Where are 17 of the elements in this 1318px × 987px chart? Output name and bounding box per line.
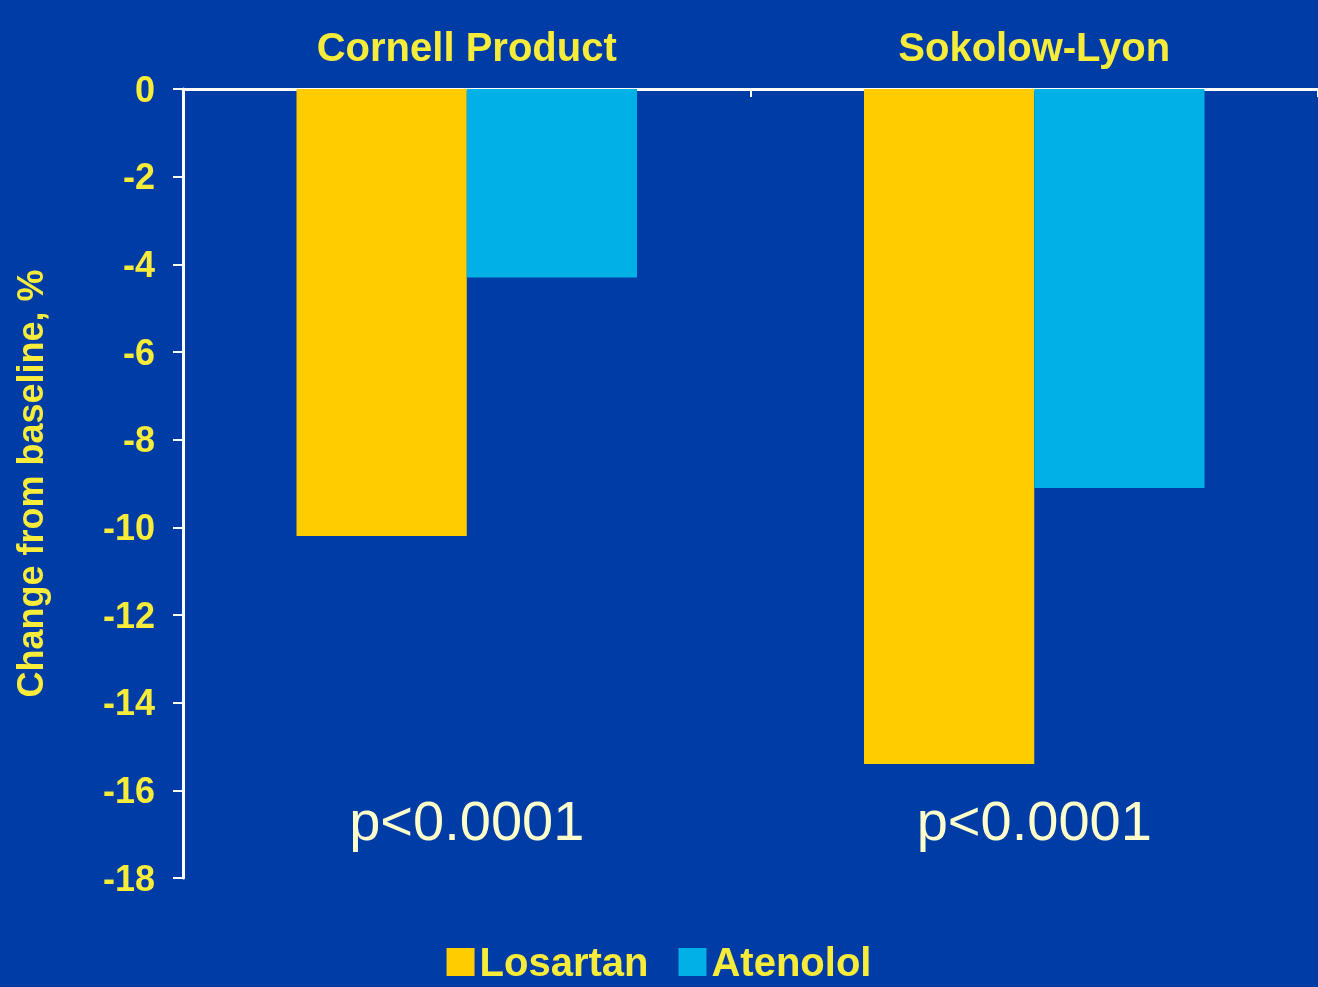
- y-tick-label: -16: [102, 769, 155, 811]
- y-tick-label: -6: [122, 331, 155, 373]
- x-tick-label: Cornell Product: [316, 25, 617, 69]
- y-axis-title: Change from baseline, %: [9, 269, 51, 698]
- y-tick-label: -18: [102, 857, 155, 899]
- legend-label: Atenolol: [711, 940, 872, 984]
- y-tick-label: 0: [134, 68, 155, 110]
- y-tick-label: -10: [102, 506, 155, 548]
- annotation: p<0.0001: [916, 788, 1152, 852]
- y-tick-label: -2: [122, 156, 155, 198]
- x-tick-label: Sokolow-Lyon: [898, 25, 1171, 69]
- y-tick-label: -4: [122, 243, 155, 285]
- y-tick-label: -12: [102, 594, 155, 636]
- annotation: p<0.0001: [349, 788, 585, 852]
- y-tick-label: -14: [102, 682, 155, 724]
- legend-label: Losartan: [479, 940, 649, 984]
- y-tick-label: -8: [122, 419, 155, 461]
